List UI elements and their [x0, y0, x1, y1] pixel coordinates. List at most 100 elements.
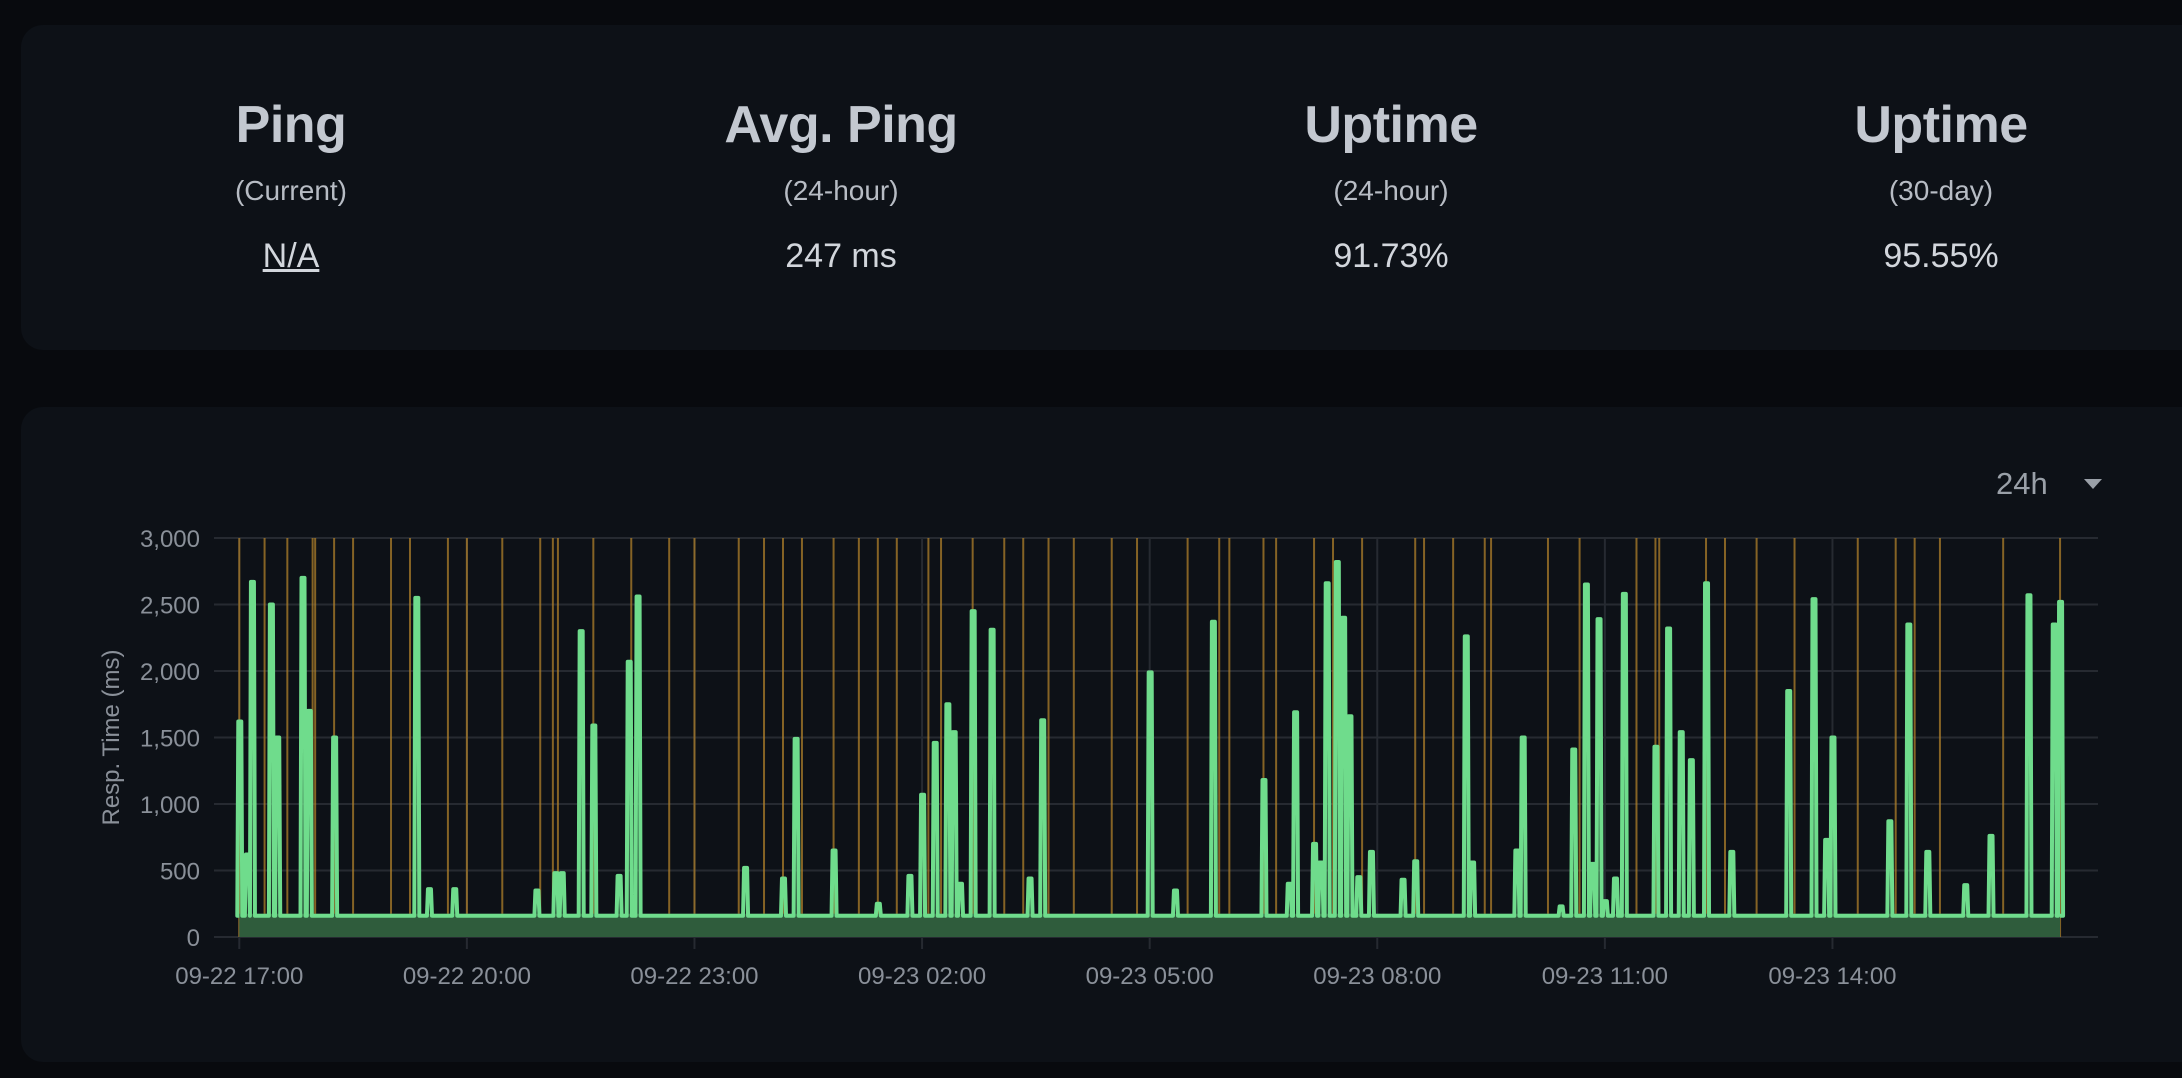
- response-spike-point: [1173, 888, 1177, 892]
- response-spike-point: [1401, 878, 1405, 882]
- response-spike-point: [636, 595, 640, 599]
- x-tick-label: 09-22 17:00: [175, 963, 303, 990]
- response-spike-point: [560, 871, 564, 875]
- response-spike-point: [1211, 620, 1215, 624]
- response-spike-point: [1369, 850, 1373, 854]
- response-spike-point: [554, 871, 558, 875]
- response-spike-point: [415, 596, 419, 600]
- response-spike-point: [908, 874, 912, 878]
- response-spike-point: [990, 628, 994, 632]
- y-axis-label: Resp. Time (ms): [98, 649, 125, 825]
- response-spike-point: [1028, 876, 1032, 880]
- y-tick-label: 1,500: [140, 726, 200, 753]
- y-tick-label: 0: [187, 925, 200, 952]
- response-spike-point: [2052, 622, 2056, 626]
- stat-value: 95.55%: [1883, 237, 1999, 275]
- response-spike-point: [1591, 862, 1595, 866]
- response-spike-point: [627, 660, 631, 664]
- response-spike-point: [1989, 834, 1993, 838]
- response-spike-point: [250, 580, 254, 584]
- response-spike-point: [794, 737, 798, 741]
- response-spike-point: [1325, 581, 1329, 585]
- response-spike-point: [921, 793, 925, 797]
- response-spike-point: [1313, 842, 1317, 846]
- response-spike-point: [952, 730, 956, 734]
- stats-panel: Ping (Current) N/A Avg. Ping (24-hour) 2…: [21, 25, 2182, 350]
- response-spike-point: [1294, 710, 1298, 714]
- stat-title: Uptime: [1854, 96, 2028, 154]
- response-spike-point: [1464, 634, 1468, 638]
- response-spike-point: [1667, 626, 1671, 630]
- x-tick-label: 09-22 20:00: [403, 963, 531, 990]
- response-spike-point: [1515, 849, 1519, 853]
- x-tick-label: 09-23 05:00: [1086, 963, 1214, 990]
- response-spike-point: [238, 720, 242, 724]
- x-tick-label: 09-23 11:00: [1542, 963, 1668, 990]
- response-spike-point: [1654, 745, 1658, 749]
- response-spike-point: [971, 609, 975, 613]
- stat-title: Avg. Ping: [724, 96, 958, 154]
- response-spike-point: [617, 874, 621, 878]
- stat-title: Uptime: [1304, 96, 1478, 154]
- response-spike-point: [959, 882, 963, 886]
- response-spike-point: [276, 736, 280, 739]
- response-spike-point: [1825, 838, 1829, 842]
- response-spike-point: [427, 887, 431, 891]
- response-spike-point: [1287, 882, 1291, 886]
- y-tick-label: 2,500: [140, 593, 200, 620]
- response-spike-point: [535, 888, 539, 892]
- response-spike-point: [453, 887, 457, 891]
- response-spike-point: [333, 736, 337, 739]
- stat-subtitle: (24-hour): [1333, 175, 1449, 206]
- response-spike-point: [592, 724, 596, 728]
- caret-down-icon: [2084, 479, 2102, 489]
- stat-subtitle: (24-hour): [783, 175, 899, 206]
- response-spike-point: [2059, 600, 2063, 604]
- response-spike-point: [1730, 850, 1734, 854]
- response-spike-point: [1348, 714, 1352, 718]
- response-spike-point: [1041, 718, 1045, 722]
- response-spike-point: [1471, 861, 1475, 865]
- response-time-chart: 0 500 1,000 1,500 2,000 2,500 3,000 09-22 17:00…: [98, 526, 2098, 990]
- response-spike-point: [1559, 904, 1563, 908]
- range-dropdown[interactable]: 24h: [1996, 462, 2106, 506]
- x-tick-label: 09-23 08:00: [1313, 963, 1441, 990]
- response-spike-point: [1679, 730, 1683, 734]
- response-spike-point: [876, 902, 880, 906]
- stat-subtitle: (Current): [234, 175, 347, 206]
- response-spike-point: [933, 741, 937, 745]
- y-tick-label: 3,000: [140, 526, 200, 553]
- response-spike-point: [832, 849, 836, 853]
- x-tick-label: 09-22 23:00: [630, 963, 758, 990]
- response-spike-point: [1342, 616, 1346, 620]
- response-spike-point: [1907, 622, 1911, 626]
- response-spike-point: [1584, 583, 1588, 587]
- stat-value: 91.73%: [1333, 237, 1449, 275]
- response-spike-point: [1148, 670, 1152, 674]
- response-spike-point: [1787, 689, 1791, 693]
- response-spike-point: [1414, 859, 1418, 863]
- response-spike-point: [1622, 592, 1626, 596]
- x-tick-label: 09-23 02:00: [858, 963, 986, 990]
- response-spike-point: [1964, 883, 1968, 887]
- response-spike-point: [1262, 778, 1266, 782]
- y-tick-label: 2,000: [140, 659, 200, 686]
- response-spike-point: [301, 576, 305, 580]
- y-tick-label: 500: [160, 859, 200, 886]
- response-spike-point: [1357, 875, 1361, 879]
- response-spike-point: [2027, 593, 2031, 597]
- response-spike-point: [1812, 597, 1816, 601]
- response-spike-point: [946, 702, 950, 706]
- response-spike-point: [1705, 581, 1709, 585]
- chart-panel: 24h 0 500 1,000 1,500 2,000 2,500 3,000 09-22 1…: [21, 407, 2182, 1062]
- stat-value: 247 ms: [785, 237, 897, 275]
- response-spike-point: [1613, 876, 1617, 880]
- response-spike-point: [1319, 861, 1323, 865]
- baseline-area: [239, 913, 2061, 937]
- current-ping-link[interactable]: N/A: [262, 237, 320, 275]
- x-tick-label: 09-23 14:00: [1768, 963, 1896, 990]
- response-spike-point: [1831, 736, 1835, 739]
- response-spike-point: [1335, 560, 1339, 564]
- response-spike-point: [781, 876, 785, 880]
- response-spike-point: [744, 866, 748, 870]
